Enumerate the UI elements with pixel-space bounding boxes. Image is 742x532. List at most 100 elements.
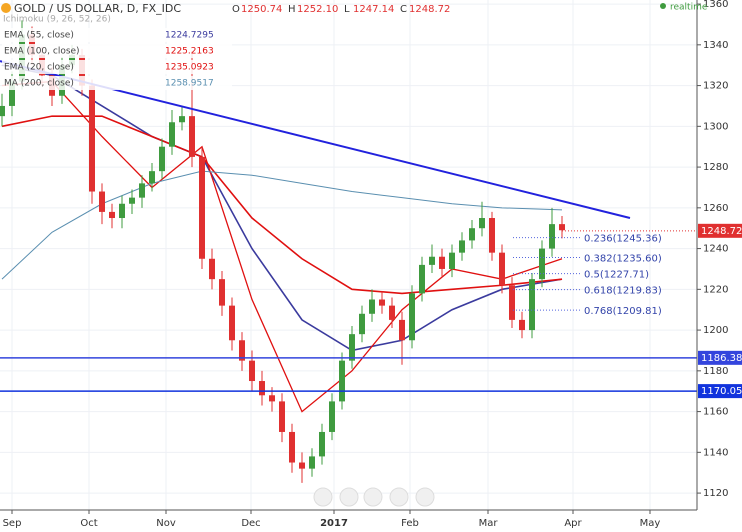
- candle-body: [169, 122, 175, 147]
- y-tick-label: 1140: [703, 447, 728, 458]
- y-tick-label: 1240: [703, 244, 728, 255]
- ohlc-value: 1252.10: [297, 4, 338, 15]
- y-tick-label: 1360: [703, 0, 728, 10]
- legend-bg: [2, 76, 232, 90]
- candle-body: [189, 116, 195, 157]
- legend-value: 1224.7295: [165, 31, 214, 41]
- candle-body: [109, 211, 115, 219]
- button[interactable]: [339, 487, 359, 507]
- candle-body: [209, 258, 215, 280]
- price-axis: [697, 0, 742, 532]
- candle-body: [239, 340, 245, 361]
- symbol-icon: [1, 3, 11, 13]
- y-tick-label: 1260: [703, 203, 728, 214]
- legend-bg: [2, 28, 232, 42]
- button[interactable]: [389, 487, 409, 507]
- candle-body: [459, 240, 465, 253]
- candle-body: [309, 456, 315, 469]
- ohlc-value: 1247.14: [353, 4, 394, 15]
- candle-body: [429, 256, 435, 265]
- candle-body: [539, 248, 545, 280]
- fib-label: 0.5(1227.71): [584, 270, 649, 281]
- legend-bg: [2, 60, 232, 74]
- candle-body: [149, 171, 155, 184]
- fib-label: 0.618(1219.83): [584, 286, 662, 297]
- y-tick-label: 1160: [703, 407, 728, 418]
- candle-body: [19, 34, 25, 82]
- x-tick-label: Mar: [479, 518, 499, 529]
- candle-body: [119, 203, 125, 219]
- candle-body: [89, 85, 95, 192]
- candle-body: [179, 116, 185, 123]
- x-tick-label: Apr: [564, 518, 582, 529]
- x-tick-label: 2017: [320, 518, 348, 529]
- candle-body: [139, 183, 145, 198]
- legend-value: 1258.9517: [165, 79, 214, 89]
- button[interactable]: [363, 487, 383, 507]
- status-dot: [660, 3, 666, 9]
- candle-body: [219, 279, 225, 306]
- candle-body: [409, 293, 415, 341]
- nav-buttons: [313, 487, 435, 507]
- price-tag: [698, 223, 742, 238]
- y-tick-label: 1120: [703, 488, 728, 499]
- candle-body: [329, 401, 335, 432]
- x-tick-label: Oct: [80, 518, 97, 529]
- indicator-label: Ichimoku (9, 26, 52, 26): [3, 15, 111, 25]
- candle-body: [549, 224, 555, 249]
- legend-bg: [2, 44, 232, 58]
- ohlc-value: 1248.72: [409, 4, 450, 15]
- y-tick-label: 1280: [703, 162, 728, 173]
- candle-body: [359, 313, 365, 335]
- candle-body: [479, 218, 485, 229]
- moving-average: [1, 170, 563, 280]
- x-tick-label: May: [640, 518, 661, 529]
- candle-body: [319, 431, 325, 457]
- price-tag-label: 1170.05: [701, 386, 742, 397]
- button[interactable]: [313, 487, 333, 507]
- fib-label: 0.382(1235.60): [584, 254, 662, 265]
- candle-body: [389, 305, 395, 320]
- ohlc-key: L: [344, 4, 350, 15]
- legend-name: EMA (20, close): [4, 63, 74, 73]
- price-tag: [698, 350, 742, 365]
- button[interactable]: [415, 487, 435, 507]
- legend-name: EMA (100, close): [4, 47, 80, 57]
- candle-body: [499, 252, 505, 286]
- candle-body: [439, 256, 445, 269]
- ohlc-key: O: [232, 4, 240, 15]
- candle-body: [509, 285, 515, 320]
- candle-body: [299, 462, 305, 469]
- candle-body: [279, 401, 285, 432]
- candle-body: [339, 360, 345, 402]
- candle-body: [559, 224, 565, 231]
- fib-label: 0.236(1245.36): [584, 234, 662, 245]
- candle-body: [289, 431, 295, 463]
- candle-body: [489, 218, 495, 253]
- y-tick-label: 1220: [703, 284, 728, 295]
- x-tick-label: Sep: [3, 518, 22, 529]
- price-tag: [698, 384, 742, 399]
- y-tick-label: 1320: [703, 81, 728, 92]
- candle-body: [449, 252, 455, 269]
- candle-body: [369, 299, 375, 314]
- legend-name: MA (200, close): [4, 79, 74, 89]
- price-tag-label: 1186.38: [701, 353, 742, 364]
- candle-body: [0, 105, 5, 117]
- candle-body: [269, 395, 275, 402]
- y-tick-label: 1340: [703, 40, 728, 51]
- x-tick-label: Nov: [156, 518, 176, 529]
- legend-value: 1235.0923: [165, 63, 214, 73]
- candle-body: [259, 381, 265, 396]
- candle-body: [349, 334, 355, 361]
- candle-body: [129, 197, 135, 204]
- chart-title: GOLD / US DOLLAR, D, FX_IDC: [14, 2, 181, 15]
- candle-body: [519, 319, 525, 331]
- candle-body: [419, 264, 425, 294]
- candle-body: [469, 228, 475, 241]
- ohlc-key: C: [400, 4, 407, 15]
- fib-label: 0.768(1209.81): [584, 306, 662, 317]
- time-axis: [0, 510, 697, 532]
- legend-value: 1225.2163: [165, 47, 214, 57]
